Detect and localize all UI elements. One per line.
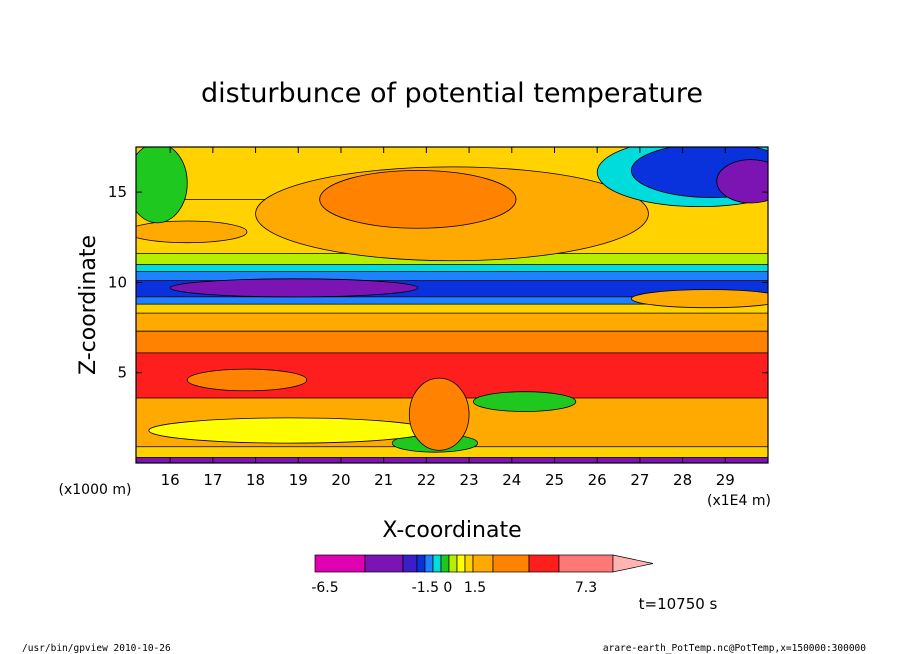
heatmap-region [630, 289, 768, 309]
heatmap-region [408, 377, 470, 451]
heatmap-region [630, 147, 768, 198]
colorbar-swatch [558, 554, 614, 573]
y-axis: 5 10 15 [108, 183, 768, 382]
colorbar-labels: -6.5 -1.5 0 1.5 7.3 [311, 580, 597, 596]
y-tick-label: 15 [108, 183, 127, 201]
x-tick-label: 23 [460, 471, 479, 489]
heatmap-region [319, 170, 517, 229]
heatmap-region [186, 368, 308, 392]
plot-frame [135, 146, 769, 464]
heatmap-region [472, 391, 577, 412]
x-tick-label: 26 [588, 471, 607, 489]
y-unit-label: (x1000 m) [59, 482, 132, 498]
x-tick-label: 25 [545, 471, 564, 489]
colorbar-swatch [448, 554, 458, 573]
colorbar-swatch [314, 554, 366, 573]
colorbar-label: 1.5 [464, 580, 486, 596]
y-tick-label: 5 [117, 364, 127, 382]
colorbar-swatch [432, 554, 442, 573]
colorbar-swatch [424, 554, 434, 573]
heatmap-region [148, 417, 432, 444]
heatmap-area [136, 147, 768, 463]
x-axis-label: X-coordinate [382, 518, 521, 543]
y-tick-label: 10 [108, 273, 127, 291]
heatmap-band [136, 271, 768, 281]
colorbar-swatch [416, 554, 426, 573]
heatmap-band [136, 313, 768, 332]
x-tick-label: 16 [161, 471, 180, 489]
heatmap-band [136, 331, 768, 353]
heatmap-region [716, 159, 768, 204]
heatmap-region [136, 220, 248, 244]
colorbar-arrow [612, 554, 654, 573]
colorbar-swatch [456, 554, 466, 573]
colorbar-swatch [464, 554, 474, 573]
x-tick-label: 24 [502, 471, 521, 489]
time-label: t=10750 s [639, 595, 718, 613]
x-tick-label: 19 [289, 471, 308, 489]
footer-right: arare-earth_PotTemp.nc@PotTemp,x=150000:… [603, 643, 866, 654]
colorbar-label: -1.5 0 [412, 580, 453, 596]
x-axis: 16 17 18 19 20 21 22 23 24 25 26 27 28 29 [161, 147, 735, 489]
heatmap-region [169, 278, 419, 298]
x-tick-label: 18 [246, 471, 265, 489]
heatmap-region [136, 147, 188, 224]
heatmap-band [136, 264, 768, 272]
colorbar-swatch [440, 554, 450, 573]
heatmap-band [136, 446, 768, 458]
colorbar-swatch [472, 554, 494, 573]
heatmap-band [136, 296, 768, 305]
x-unit-label: (x1E4 m) [707, 493, 771, 509]
y-axis-label: Z-coordinate [76, 235, 101, 375]
heatmap-band [136, 457, 768, 463]
x-tick-label: 27 [630, 471, 649, 489]
colorbar-swatch [528, 554, 560, 573]
x-tick-label: 20 [331, 471, 350, 489]
colorbar-swatch [402, 554, 418, 573]
x-tick-label: 29 [716, 471, 735, 489]
x-tick-label: 22 [417, 471, 436, 489]
colorbar-swatch [492, 554, 530, 573]
heatmap-band [136, 304, 768, 314]
colorbar-label: -6.5 [311, 580, 338, 596]
colorbar-label: 7.3 [575, 580, 597, 596]
x-tick-label: 17 [203, 471, 222, 489]
footer-left: /usr/bin/gpview 2010-10-26 [22, 643, 171, 654]
colorbar [314, 554, 654, 573]
x-tick-label: 28 [673, 471, 692, 489]
chart-title: disturbunce of potential temperature [201, 78, 703, 109]
x-tick-label: 21 [374, 471, 393, 489]
colorbar-swatch [364, 554, 404, 573]
